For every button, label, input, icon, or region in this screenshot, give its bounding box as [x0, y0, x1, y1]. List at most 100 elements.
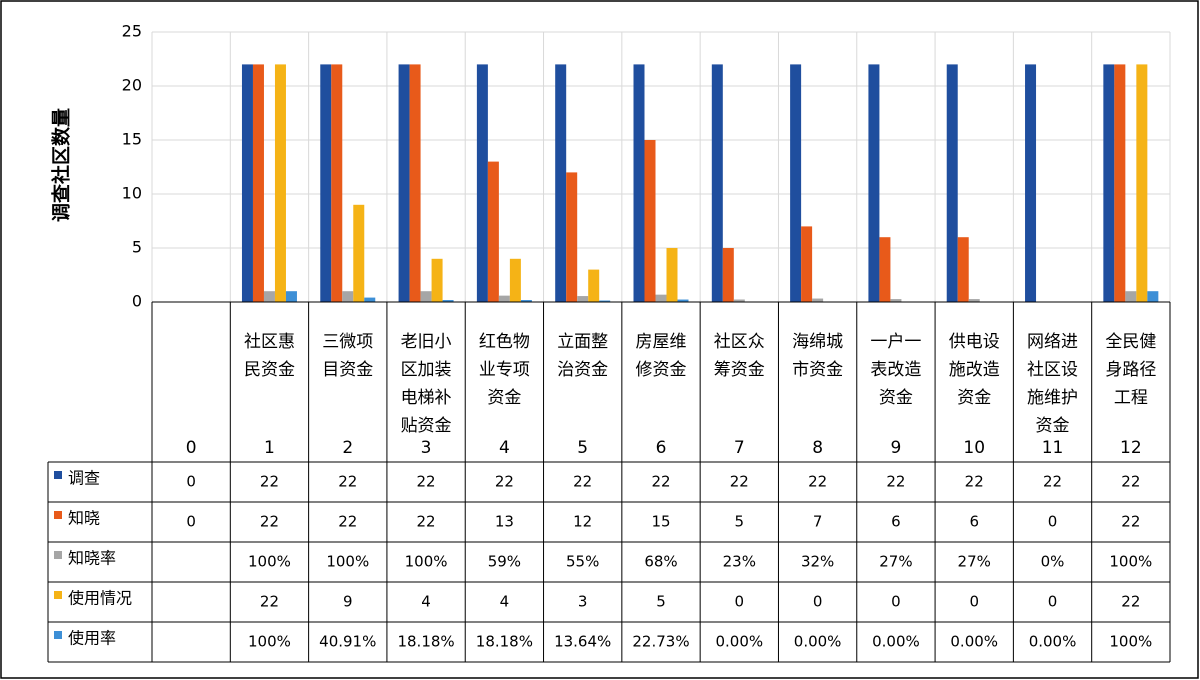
- bar-3-4: [509, 258, 521, 302]
- bar-3-2: [353, 204, 365, 302]
- table-cell: 0.00%: [715, 633, 763, 651]
- table-cell: 100%: [248, 633, 291, 651]
- category-label: 贴资金: [401, 416, 452, 436]
- bar-1-5: [566, 172, 578, 302]
- category-label: 网络进: [1027, 332, 1078, 352]
- bar-4-6: [677, 299, 689, 302]
- bar-4-12: [1147, 291, 1159, 302]
- y-tick-label: 10: [122, 184, 142, 203]
- bar-0-5: [555, 64, 567, 303]
- x-tick-label: 6: [656, 438, 667, 458]
- category-label: 民资金: [244, 360, 295, 380]
- category-label: 施改造: [949, 360, 1000, 380]
- bar-0-6: [633, 64, 645, 303]
- category-label: 房屋维: [636, 332, 687, 352]
- category-label: 工程: [1114, 388, 1148, 408]
- category-label: 业专项: [479, 360, 530, 380]
- bar-2-7: [733, 299, 745, 302]
- category-label: 资金: [879, 388, 913, 408]
- legend-swatch: [54, 551, 62, 559]
- table-cell: 22: [260, 513, 279, 531]
- legend-label: 调查: [68, 469, 100, 488]
- legend-swatch: [54, 511, 62, 519]
- category-label: 施维护: [1027, 388, 1078, 408]
- table-cell: 0.00%: [950, 633, 998, 651]
- legend-label: 使用率: [68, 629, 116, 648]
- table-cell: 7: [813, 513, 823, 531]
- table-cell: 22: [651, 473, 670, 491]
- y-tick-label: 25: [122, 22, 142, 41]
- table-cell: 13.64%: [554, 633, 611, 651]
- category-label: 修资金: [636, 360, 687, 380]
- table-cell: 22: [730, 473, 749, 491]
- x-tick-label: 10: [963, 438, 985, 458]
- x-tick-label: 4: [499, 438, 510, 458]
- table-cell: 22: [573, 473, 592, 491]
- bar-0-1: [241, 64, 253, 303]
- bar-1-1: [252, 64, 264, 303]
- y-tick-label: 0: [132, 292, 142, 311]
- table-cell: 22: [260, 593, 279, 611]
- table-cell: 22: [417, 513, 436, 531]
- table-cell: 100%: [405, 553, 448, 571]
- bar-2-12: [1125, 291, 1137, 302]
- bar-2-1: [263, 291, 275, 302]
- x-tick-label: 9: [891, 438, 902, 458]
- category-label: 区加装: [401, 360, 452, 380]
- y-axis-label: 调查社区数量: [50, 108, 73, 222]
- table-cell: 3: [578, 593, 588, 611]
- category-label: 一户一: [870, 332, 921, 352]
- x-tick-label: 5: [577, 438, 588, 458]
- category-label: 社区设: [1027, 360, 1078, 380]
- category-label: 目资金: [322, 360, 373, 380]
- bar-4-3: [442, 300, 454, 302]
- table-cell: 9: [343, 593, 353, 611]
- table-cell: 13: [495, 513, 514, 531]
- table-cell: 27%: [958, 553, 991, 571]
- bar-0-12: [1103, 64, 1115, 303]
- category-label: 社区惠: [244, 332, 295, 352]
- x-tick-label: 3: [421, 438, 432, 458]
- category-label: 身路径: [1105, 360, 1156, 380]
- table-cell: 100%: [1109, 553, 1152, 571]
- category-label: 供电设: [949, 332, 1000, 352]
- bar-3-5: [588, 269, 600, 302]
- table-cell: 55%: [566, 553, 599, 571]
- category-label: 市资金: [792, 360, 843, 380]
- legend-label: 知晓率: [68, 549, 116, 568]
- category-label: 红色物: [479, 332, 530, 352]
- table-cell: 22: [260, 473, 279, 491]
- table-cell: 22: [886, 473, 905, 491]
- bar-1-9: [879, 237, 891, 302]
- table-cell: 22: [338, 513, 357, 531]
- bar-1-8: [801, 226, 813, 302]
- table-cell: 4: [421, 593, 431, 611]
- category-label: 筹资金: [714, 360, 765, 380]
- bar-4-5: [599, 300, 611, 302]
- y-tick-label: 5: [132, 238, 142, 257]
- category-label: 三微项: [322, 332, 373, 352]
- bar-0-2: [320, 64, 332, 303]
- category-label: 电梯补: [401, 388, 452, 408]
- table-cell: 22: [1121, 513, 1140, 531]
- table-cell: 22: [1043, 473, 1062, 491]
- bar-0-4: [476, 64, 488, 303]
- category-label: 老旧小: [401, 332, 452, 352]
- bar-4-4: [520, 300, 532, 302]
- bar-2-2: [342, 291, 354, 302]
- bar-1-10: [957, 237, 969, 302]
- legend-swatch: [54, 631, 62, 639]
- table-cell: 15: [651, 513, 670, 531]
- table-cell: 6: [969, 513, 979, 531]
- y-tick-label: 15: [122, 130, 142, 149]
- table-cell: 0%: [1041, 553, 1065, 571]
- bar-2-5: [577, 296, 589, 302]
- legend-swatch: [54, 471, 62, 479]
- table-cell: 0: [186, 513, 196, 531]
- table-cell: 0: [1048, 513, 1058, 531]
- x-tick-label: 2: [342, 438, 353, 458]
- table-cell: 4: [500, 593, 510, 611]
